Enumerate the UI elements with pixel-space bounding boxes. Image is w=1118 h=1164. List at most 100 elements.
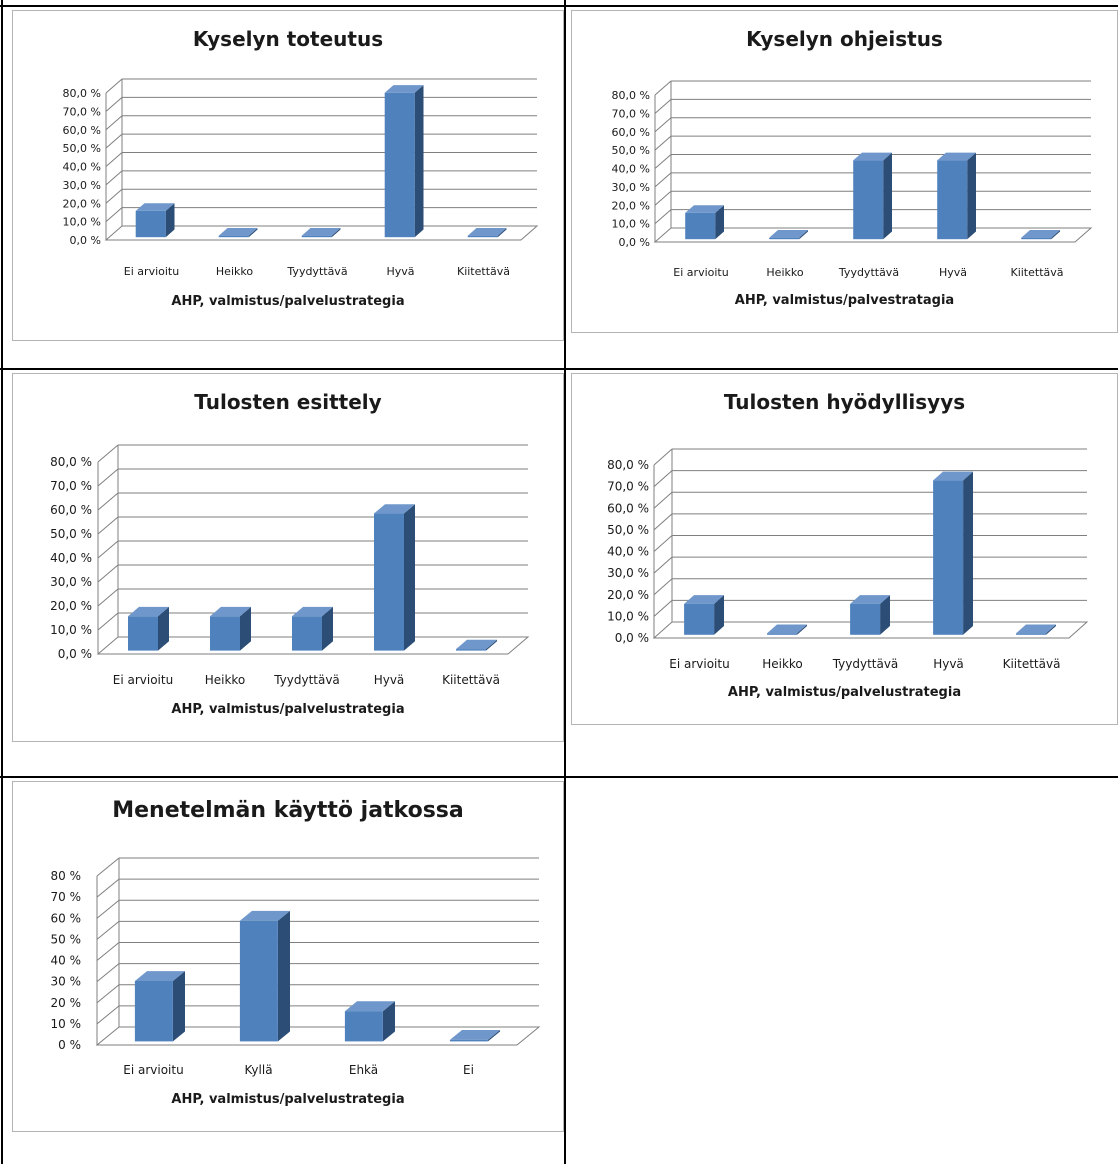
chart-bar-front: [684, 603, 715, 635]
chart-bar-front: [301, 235, 332, 238]
chart-bar-top: [1016, 624, 1056, 634]
chart-wall-line: [97, 444, 119, 463]
chart-bar-top: [853, 152, 892, 161]
chart-y-tick-label: 40,0 %: [612, 163, 650, 176]
chart-y-tick-label: 0,0 %: [619, 236, 650, 249]
chart-y-tick-label: 80,0 %: [50, 455, 92, 469]
chart-wall-line: [654, 135, 672, 151]
chart-wall-line: [654, 154, 672, 169]
chart-bar-front: [767, 633, 798, 635]
chart-y-tick-label: 50,0 %: [607, 523, 649, 537]
chart-plot: 0 % 10 % 20 % 30 % 40 % 50 % 60 % 70 % 80 % Ei ar…: [51, 857, 541, 1077]
chart-y-tick-label: 10,0 %: [63, 216, 101, 229]
chart-bar-top: [685, 205, 724, 213]
chart-y-tick-label: 80,0 %: [63, 87, 101, 100]
chart-bar-front: [467, 235, 498, 238]
chart-bar-side: [715, 205, 724, 240]
chart-bar-front: [937, 160, 968, 240]
chart-y-tick-label: 10,0 %: [612, 218, 650, 231]
chart-bar: [937, 152, 976, 240]
chart-wall-line: [653, 491, 673, 509]
chart-y-tick-label: 40,0 %: [63, 161, 101, 174]
chart-bar: [292, 606, 333, 651]
chart-bar: [456, 639, 497, 651]
chart-title: Tulosten hyödyllisyys: [723, 390, 966, 414]
chart-bar-top: [767, 624, 807, 634]
chart-title: Menetelmän käyttö jatkossa: [112, 798, 464, 823]
chart-x-tick-label: Kiitettävä: [1003, 657, 1061, 671]
chart-y-tick-label: 20,0 %: [63, 197, 101, 210]
chart-bar-front: [218, 235, 249, 238]
chart-y-tick-label: 80,0 %: [612, 89, 650, 102]
chart-x-tick-label: Hyvä: [386, 265, 414, 278]
chart-bar-side: [797, 624, 807, 635]
chart-bar-side: [382, 1001, 395, 1042]
chart-y-tick-label: 30 %: [51, 975, 82, 989]
chart-wall-line: [97, 612, 119, 631]
chart-x-tick-label: Heikko: [216, 265, 253, 278]
chart-bar-top: [937, 152, 976, 161]
chart-bar-side: [1051, 230, 1060, 240]
chart-x-tick-label: Kiitettävä: [457, 265, 510, 278]
chart-bar-front: [384, 92, 415, 238]
chart-x-tick-label: Tyydyttävä: [286, 265, 347, 278]
chart-bar-front: [134, 980, 173, 1042]
chart-bar-side: [963, 471, 973, 635]
chart-y-tick-label: 30,0 %: [607, 566, 649, 580]
chart-wall-line: [96, 984, 120, 1004]
chart-wall-line: [105, 207, 123, 223]
chart-y-tick-label: 20,0 %: [50, 599, 92, 613]
chart-bar: [384, 85, 424, 238]
chart-wall-line: [97, 516, 119, 535]
chart-bar-side: [240, 606, 251, 651]
chart-bar-side: [880, 595, 890, 635]
chart-bar: [850, 595, 890, 635]
chart-bar: [685, 205, 724, 240]
chart-wall-line: [97, 468, 119, 487]
chart-y-tick-label: 50,0 %: [612, 144, 650, 157]
chart-bar: [684, 595, 724, 635]
chart-floor: [652, 621, 1089, 639]
chart-bar-top: [344, 1001, 395, 1012]
chart-bar-front: [853, 160, 884, 240]
chart-wall-line: [96, 857, 120, 877]
chart-y-tick-label: 10,0 %: [50, 623, 92, 637]
chart-x-tick-label: Ei arvioitu: [113, 673, 173, 687]
chart-y-tick-label: 70,0 %: [63, 105, 101, 118]
chart-y-tick-label: 0,0 %: [615, 631, 649, 645]
chart-y-tick-label: 20,0 %: [612, 199, 650, 212]
chart-y-tick-label: 20,0 %: [607, 588, 649, 602]
chart-wall-line: [97, 492, 119, 511]
chart-floor: [96, 636, 530, 655]
chart-wall-line: [654, 172, 672, 188]
chart-bar-top: [384, 85, 424, 93]
chart-wall-line: [653, 600, 673, 617]
chart-x-tick-label: Heikko: [762, 657, 803, 671]
chart-title: Kyselyn toteutus: [192, 27, 384, 51]
chart-bar-side: [883, 152, 892, 240]
chart-y-tick-label: 0 %: [58, 1038, 81, 1052]
chart-bar-side: [714, 595, 724, 635]
chart-title: Tulosten esittely: [194, 390, 382, 414]
chart-bar-top: [134, 971, 185, 981]
chart-bar: [467, 228, 507, 238]
chart-bar-front: [128, 616, 158, 651]
chart-bar-top: [769, 230, 808, 238]
chart-bar-side: [322, 606, 333, 651]
chart-x-tick-label: Kiitettävä: [442, 673, 500, 687]
chart-x-tick-label: Ehkä: [349, 1063, 378, 1077]
chart-bar-side: [404, 504, 415, 651]
chart-bar-side: [165, 203, 175, 238]
chart-y-tick-label: 50,0 %: [63, 142, 101, 155]
chart-panel-kyselyn-toteutus: Kyselyn toteutus 0,0 % 10,0 % 20,0 % 30,0 %…: [12, 10, 564, 341]
chart-bar: [767, 624, 807, 635]
chart-bar-side: [799, 230, 808, 240]
chart-wall-line: [96, 920, 120, 940]
chart-x-axis-label: AHP, valmistus/palvelustrategia: [171, 1092, 405, 1107]
chart-x-tick-label: Ei arvioitu: [123, 1063, 183, 1077]
chart-bar: [853, 152, 892, 240]
chart-x-axis-label: AHP, valmistus/palvelustrategia: [171, 294, 405, 309]
chart-y-tick-label: 60 %: [51, 911, 82, 925]
chart-bar-front: [239, 920, 278, 1042]
